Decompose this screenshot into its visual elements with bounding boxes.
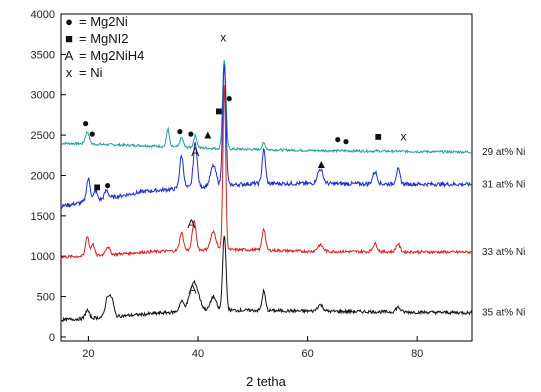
legend-symbol: x — [66, 65, 73, 80]
legend-symbol: ■ — [65, 31, 73, 46]
series-label: 35 at% Ni — [482, 308, 525, 319]
series-label: 33 at% Ni — [482, 247, 525, 258]
phase-marker: A — [191, 145, 199, 159]
phase-marker: ■ — [375, 130, 382, 144]
legend: ● = Mg2Ni ■ = MgNI2 A = Mg2NiH4 x = Ni — [65, 14, 145, 80]
phase-marker: ▲ — [202, 127, 214, 141]
series-group: 29 at% Ni 31 at% Ni 33 at% Ni 35 at% Ni — [60, 60, 525, 323]
series-line — [60, 60, 473, 155]
series-label: 31 at% Ni — [482, 179, 525, 190]
phase-marker: ● — [342, 134, 349, 148]
x-tick-label: 60 — [301, 348, 313, 360]
phase-marker: ● — [82, 116, 89, 130]
phase-marker: ● — [334, 132, 341, 146]
series-line — [60, 235, 473, 323]
phase-marker: ● — [187, 126, 194, 140]
x-axis: 20 40 60 80 — [82, 336, 423, 360]
legend-symbol: A — [65, 48, 74, 63]
y-tick-label: 2500 — [31, 130, 55, 142]
y-tick-label: 3500 — [31, 49, 55, 61]
y-tick-label: 2000 — [31, 170, 55, 182]
series-line — [60, 64, 473, 210]
phase-marker: A — [189, 282, 197, 296]
x-tick-label: 20 — [82, 348, 94, 360]
phase-marker: ● — [104, 178, 111, 192]
y-tick-label: 1500 — [31, 211, 55, 223]
y-axis: 0 500 1000 1500 2000 2500 3000 3500 4000 — [31, 9, 66, 344]
series-line — [60, 84, 473, 260]
phase-marker: ● — [176, 124, 183, 138]
y-tick-label: 3000 — [31, 90, 55, 102]
legend-label: = Ni — [79, 65, 103, 80]
legend-label: = Mg2Ni — [79, 14, 128, 29]
x-tick-label: 40 — [192, 348, 204, 360]
y-tick-label: 500 — [37, 292, 55, 304]
phase-marker: ■ — [215, 104, 222, 118]
peak-markers: ●● ● ● ▲x■●● ● ■ xA■ ●▲AA — [82, 30, 406, 296]
y-tick-label: 1000 — [31, 251, 55, 263]
legend-label: = MgNI2 — [79, 31, 129, 46]
x-tick-label: 80 — [411, 348, 423, 360]
x-axis-title: 2 tetha — [246, 374, 287, 389]
phase-marker: ■ — [94, 180, 101, 194]
phase-marker: x — [220, 30, 226, 44]
phase-marker: A — [187, 217, 195, 231]
legend-label: = Mg2NiH4 — [79, 48, 144, 63]
phase-marker: ● — [226, 91, 233, 105]
plot-frame — [60, 13, 473, 342]
series-label: 29 at% Ni — [482, 147, 525, 158]
phase-marker: ● — [89, 126, 96, 140]
y-tick-label: 4000 — [31, 9, 55, 21]
phase-marker: x — [401, 130, 407, 144]
phase-marker: ▲ — [315, 157, 327, 171]
legend-symbol: ● — [65, 14, 73, 29]
y-tick-label: 0 — [49, 332, 55, 344]
